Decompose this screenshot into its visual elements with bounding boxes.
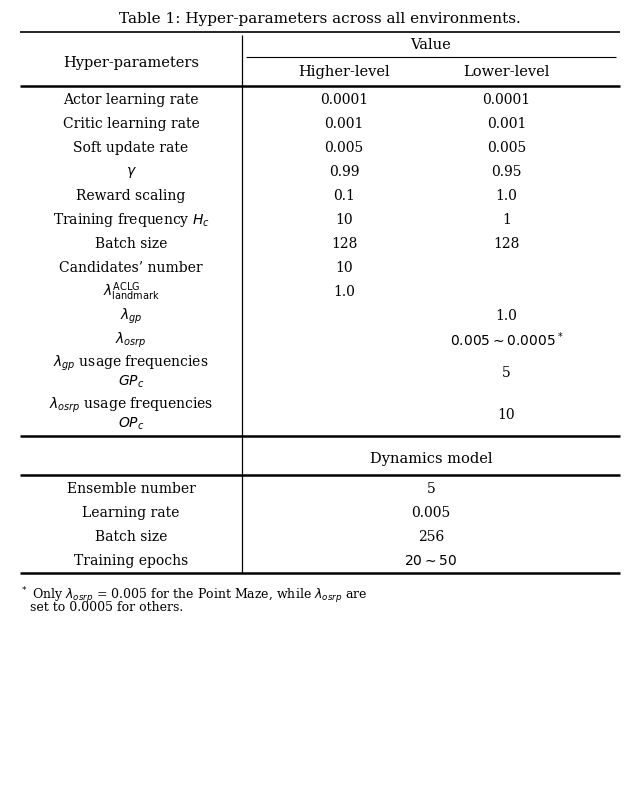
Text: $OP_c$: $OP_c$ <box>118 416 144 433</box>
Text: 128: 128 <box>331 237 357 251</box>
Text: $\lambda^{\mathrm{ACLG}}_{\mathrm{landmark}}$: $\lambda^{\mathrm{ACLG}}_{\mathrm{landma… <box>102 281 159 303</box>
Text: Actor learning rate: Actor learning rate <box>63 93 199 107</box>
Text: 0.005: 0.005 <box>487 141 526 155</box>
Text: Candidates’ number: Candidates’ number <box>59 261 203 275</box>
Text: 0.95: 0.95 <box>492 165 522 179</box>
Text: $\lambda_{osrp}$ usage frequencies: $\lambda_{osrp}$ usage frequencies <box>49 396 213 415</box>
Text: 1.0: 1.0 <box>495 189 518 203</box>
Text: 10: 10 <box>335 213 353 227</box>
Text: 0.001: 0.001 <box>487 117 526 131</box>
Text: 10: 10 <box>498 408 515 422</box>
Text: Critic learning rate: Critic learning rate <box>63 117 200 131</box>
Text: 1: 1 <box>502 213 511 227</box>
Text: 0.1: 0.1 <box>333 189 355 203</box>
Text: 1.0: 1.0 <box>333 285 355 299</box>
Text: 128: 128 <box>493 237 520 251</box>
Text: $^*$ Only $\lambda_{osrp}$ = 0.005 for the Point Maze, while $\lambda_{osrp}$ ar: $^*$ Only $\lambda_{osrp}$ = 0.005 for t… <box>20 585 367 605</box>
Text: Batch size: Batch size <box>95 237 167 251</box>
Text: 0.0001: 0.0001 <box>320 93 368 107</box>
Text: Learning rate: Learning rate <box>83 506 180 520</box>
Text: $0.005 \sim 0.0005^*$: $0.005 \sim 0.0005^*$ <box>450 330 563 349</box>
Text: Batch size: Batch size <box>95 530 167 544</box>
Text: 0.99: 0.99 <box>329 165 359 179</box>
Text: $\lambda_{osrp}$: $\lambda_{osrp}$ <box>115 330 147 349</box>
Text: 0.005: 0.005 <box>324 141 364 155</box>
Text: 256: 256 <box>418 530 444 544</box>
Text: Training epochs: Training epochs <box>74 554 188 568</box>
Text: Hyper-parameters: Hyper-parameters <box>63 56 199 70</box>
Text: $\gamma$: $\gamma$ <box>125 165 136 180</box>
Text: Dynamics model: Dynamics model <box>370 452 492 466</box>
Text: set to 0.0005 for others.: set to 0.0005 for others. <box>30 601 183 614</box>
Text: 0.0001: 0.0001 <box>483 93 531 107</box>
Text: Value: Value <box>411 38 451 52</box>
Text: $GP_c$: $GP_c$ <box>118 374 144 390</box>
Text: 10: 10 <box>335 261 353 275</box>
Text: Ensemble number: Ensemble number <box>67 482 195 496</box>
Text: Soft update rate: Soft update rate <box>74 141 189 155</box>
Text: $20 \sim 50$: $20 \sim 50$ <box>404 554 458 568</box>
Text: Lower-level: Lower-level <box>463 65 550 79</box>
Text: Reward scaling: Reward scaling <box>76 189 186 203</box>
Text: 0.001: 0.001 <box>324 117 364 131</box>
Text: 1.0: 1.0 <box>495 309 518 323</box>
Text: 0.005: 0.005 <box>412 506 451 520</box>
Text: 5: 5 <box>502 366 511 380</box>
Text: $\lambda_{gp}$: $\lambda_{gp}$ <box>120 306 142 326</box>
Text: Training frequency $H_c$: Training frequency $H_c$ <box>52 211 209 229</box>
Text: $\lambda_{gp}$ usage frequencies: $\lambda_{gp}$ usage frequencies <box>53 354 209 374</box>
Text: 5: 5 <box>427 482 435 496</box>
Text: Table 1: Hyper-parameters across all environments.: Table 1: Hyper-parameters across all env… <box>119 12 521 26</box>
Text: Higher-level: Higher-level <box>298 65 390 79</box>
